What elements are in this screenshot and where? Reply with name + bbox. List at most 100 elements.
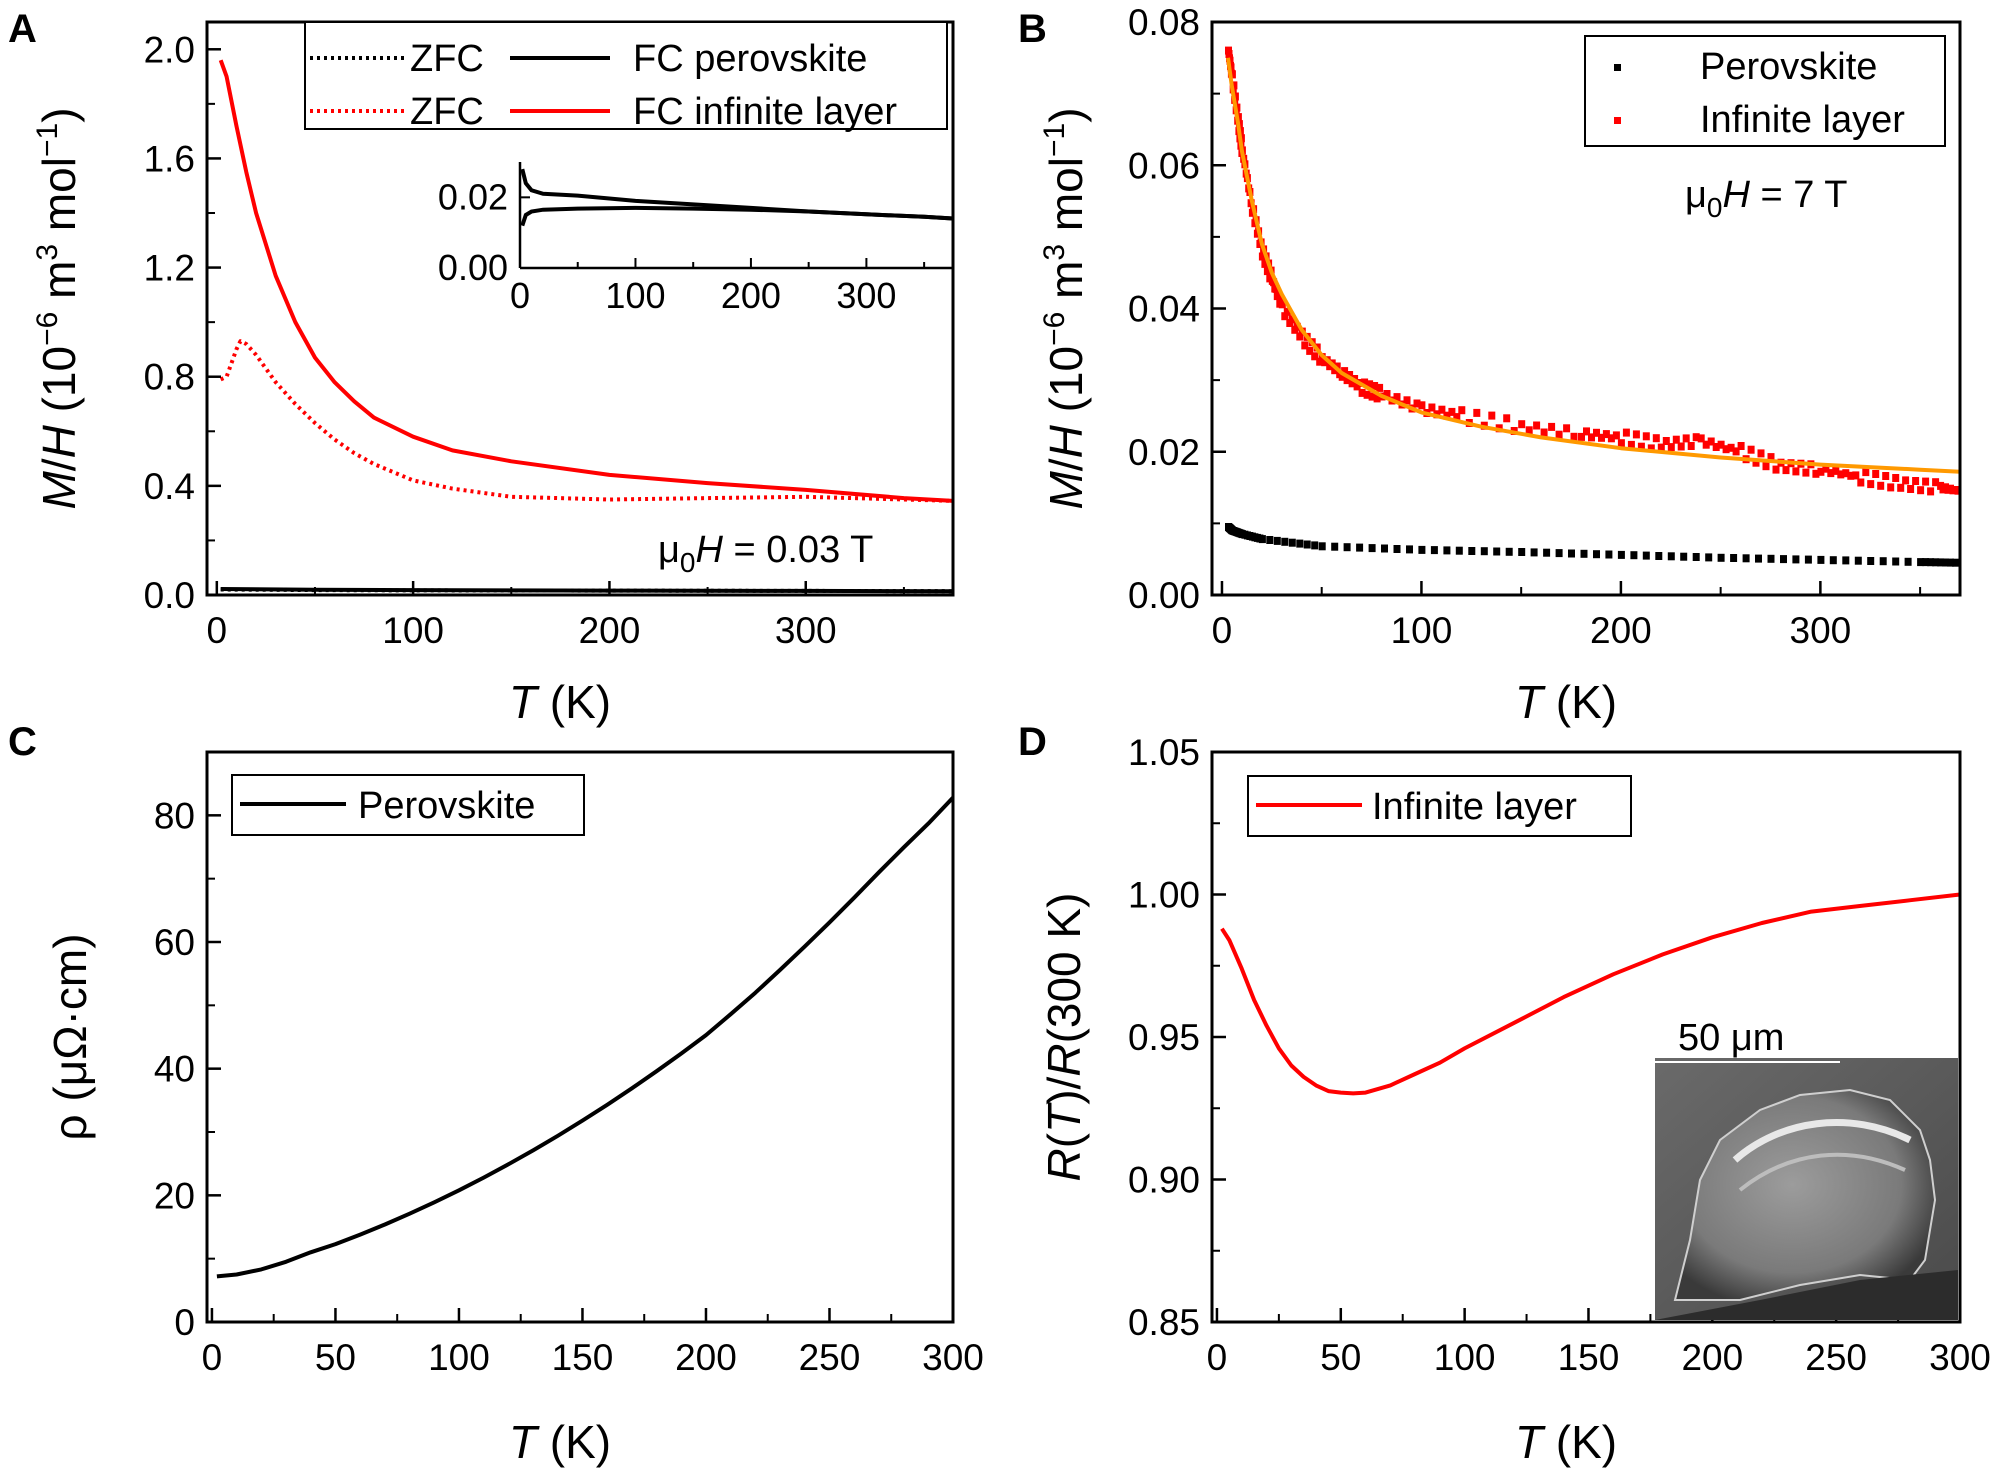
data-point-B (1692, 433, 1700, 442)
data-point-B (1882, 472, 1890, 480)
legend-c: Perovskite (231, 774, 585, 836)
x-tick-label-D: 0 (1207, 1337, 1228, 1378)
y-tick-label-C: 20 (154, 1175, 195, 1216)
data-point-B (1341, 367, 1349, 376)
data-point-B (1792, 467, 1800, 476)
y-tick-label-A: 0.4 (144, 466, 195, 507)
field-annotation-b: μ0H = 7 T (1685, 174, 1847, 223)
data-point-B (1455, 546, 1463, 555)
legend-a: ZFC FC perovskite ZFC FC infinite layer (304, 21, 948, 133)
data-point-B (1642, 551, 1650, 560)
data-point-B (1730, 554, 1738, 562)
data-point-B (1296, 332, 1304, 341)
data-point-B (1767, 453, 1775, 462)
data-point-B (1804, 555, 1812, 564)
y-tick-label-D: 1.00 (1128, 875, 1200, 916)
y-tick-label-D: 0.95 (1128, 1017, 1200, 1058)
data-point-B (1525, 426, 1533, 435)
field-annotation-a: μ0H = 0.03 T (658, 529, 873, 578)
data-point-B (1343, 376, 1351, 385)
data-point-B (1877, 481, 1885, 490)
data-point-B (1413, 399, 1421, 408)
data-point-B (1817, 467, 1825, 476)
data-point-B (1593, 428, 1600, 437)
data-point-B (1505, 547, 1513, 556)
data-point-B (1752, 458, 1760, 467)
data-point-B (1428, 403, 1436, 412)
data-point-B (1742, 554, 1750, 563)
series-line-A (220, 587, 954, 594)
data-point-B (1318, 542, 1326, 551)
data-point-B (1580, 549, 1588, 558)
data-point-B (1281, 312, 1289, 321)
data-point-B (1852, 471, 1860, 480)
data-point-B (1393, 545, 1401, 553)
data-point-B (1548, 422, 1556, 431)
y-axis-title-A: M/H (10−6 m3 mol−1) (31, 107, 85, 509)
data-point-B (1737, 442, 1745, 450)
data-point-B (1680, 552, 1688, 561)
data-point-B (1677, 442, 1685, 451)
data-point-B (1837, 470, 1845, 479)
x-tick-label-D: 100 (1434, 1337, 1496, 1378)
data-point-B (1602, 430, 1610, 439)
data-point-B (1568, 549, 1575, 558)
data-point-B (1607, 434, 1615, 443)
data-point-B (1273, 536, 1281, 545)
data-point-B (1261, 259, 1269, 268)
data-point-B (1363, 390, 1371, 399)
data-point-B (1473, 408, 1481, 417)
data-point-B (1767, 554, 1775, 563)
data-point-B (1570, 432, 1578, 441)
data-point-B (1822, 464, 1830, 473)
data-point-B (1518, 420, 1526, 429)
data-point-B (1792, 555, 1800, 564)
data-point-B (1311, 541, 1319, 550)
data-point-B (1331, 542, 1339, 551)
legend-b-perovskite: Perovskite (1700, 46, 1877, 88)
legend-a-zfc-black: ZFC (410, 38, 484, 80)
data-point-B (1942, 558, 1949, 567)
data-point-B (1543, 548, 1551, 557)
x-tick-label-C: 200 (675, 1337, 737, 1378)
legend-b-infinite: Infinite layer (1700, 99, 1905, 141)
data-point-B (1932, 478, 1940, 487)
data-point-B (1583, 427, 1590, 436)
data-point-B (1854, 556, 1862, 565)
data-point-B (1697, 434, 1705, 443)
data-point-B (1827, 469, 1835, 478)
data-point-B (1230, 81, 1238, 90)
data-point-B (1642, 432, 1650, 441)
data-point-B (1598, 433, 1605, 442)
panel-a-chart: 0 100 200 300 0.0 0.4 0.8 1.2 1.6 2.0 M/H (10−6 m3… (31, 20, 955, 728)
y-tick-label-B: 0.06 (1128, 145, 1200, 186)
data-point-B (1316, 357, 1324, 366)
y-tick-label-B: 0.00 (1128, 575, 1200, 616)
data-point-B (1630, 551, 1638, 560)
data-point-B (1782, 466, 1790, 475)
data-point-B (1605, 550, 1613, 559)
inset-series-line (520, 205, 954, 227)
series-line-D (1220, 892, 1961, 1096)
data-point-B (1358, 388, 1366, 397)
data-point-B (1338, 372, 1346, 381)
data-point-B (1301, 341, 1309, 350)
panel-letter-c: C (8, 720, 37, 764)
x-tick-label-A: 200 (579, 610, 641, 651)
data-point-B (1927, 558, 1935, 567)
panel-letter-b: B (1018, 7, 1047, 51)
y-axis-title-B: M/H (10−6 m3 mol−1) (1038, 107, 1092, 509)
data-point-B (1288, 315, 1296, 324)
data-point-B (1346, 371, 1354, 379)
x-tick-label-B: 0 (1212, 610, 1233, 651)
data-point-B (1705, 553, 1713, 562)
data-point-B (1732, 447, 1740, 456)
data-point-B (1430, 546, 1438, 555)
data-point-B (1872, 470, 1880, 478)
y-tick-label-B: 0.02 (1128, 432, 1200, 473)
data-point-B (1897, 483, 1905, 492)
data-point-B (1306, 346, 1314, 355)
data-point-B (1281, 537, 1289, 546)
y-tick-label-D: 1.05 (1128, 732, 1200, 773)
x-tick-label-A: 300 (775, 610, 837, 651)
